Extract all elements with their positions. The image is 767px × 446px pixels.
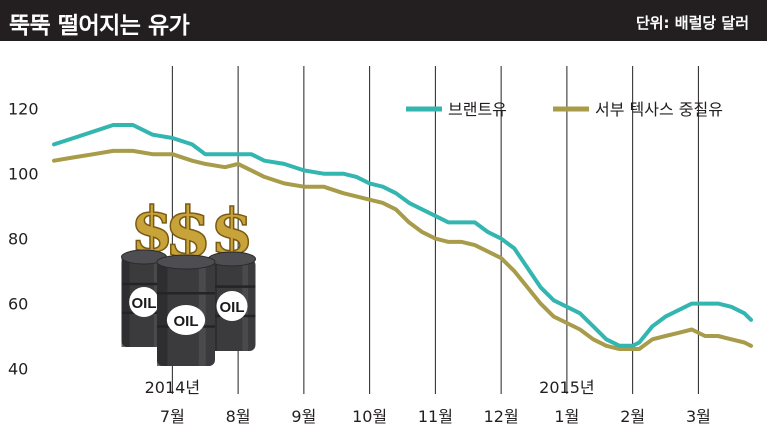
x-tick-year-label: 2015년 bbox=[539, 378, 594, 397]
oil-barrel: OIL bbox=[208, 251, 256, 351]
x-tick-label: 2월 bbox=[620, 407, 645, 426]
oil-label-oval bbox=[129, 287, 159, 317]
x-tick-year-label: 2014년 bbox=[145, 378, 200, 397]
grid-lines bbox=[171, 66, 699, 394]
x-tick-label: 10월 bbox=[352, 407, 387, 426]
barrel-lid bbox=[156, 254, 216, 270]
barrel-shade bbox=[121, 257, 130, 347]
y-tick-label: 80 bbox=[8, 230, 28, 249]
series-line bbox=[52, 148, 753, 351]
oil-barrel: OIL bbox=[121, 249, 167, 347]
series-lines bbox=[52, 123, 753, 351]
barrel-lid bbox=[208, 251, 256, 267]
oil-label-oval bbox=[166, 305, 206, 335]
x-tick-label: 1월 bbox=[554, 407, 579, 426]
unit-label: 단위: 배럴당 달러 bbox=[635, 14, 749, 32]
x-tick-label: 7월 bbox=[160, 407, 185, 426]
oil-label-text: OIL bbox=[220, 299, 245, 316]
header-bar: 뚝뚝 떨어지는 유가 단위: 배럴당 달러 bbox=[0, 0, 767, 41]
series-line bbox=[52, 123, 753, 348]
x-tick-label: 9월 bbox=[291, 407, 316, 426]
y-tick-label: 60 bbox=[8, 295, 28, 314]
x-tick-label: 12월 bbox=[484, 407, 519, 426]
y-axis-ticks: 120 100 80 60 40 bbox=[8, 100, 39, 379]
oil-label-oval bbox=[216, 291, 248, 321]
oil-label-text: OIL bbox=[132, 295, 157, 312]
legend: 브랜트유 서부 텍사스 중질유 bbox=[406, 100, 723, 119]
x-axis-ticks: 2014년 7월 8월 9월 10월 11월 12월 2015년 1월 2월 3월 bbox=[145, 378, 711, 426]
y-tick-label: 100 bbox=[8, 165, 39, 184]
legend-label: 서부 텍사스 중질유 bbox=[595, 100, 723, 119]
x-tick-label: 11월 bbox=[418, 407, 453, 426]
oil-barrel: OIL bbox=[156, 254, 216, 366]
x-tick-label: 3월 bbox=[686, 407, 711, 426]
barrel-shade bbox=[157, 262, 168, 366]
legend-label: 브랜트유 bbox=[448, 100, 507, 119]
chart-title: 뚝뚝 떨어지는 유가 bbox=[9, 13, 190, 39]
y-tick-label: 120 bbox=[8, 100, 39, 119]
y-tick-label: 40 bbox=[8, 360, 28, 379]
oil-label-text: OIL bbox=[174, 313, 199, 330]
x-tick-label: 8월 bbox=[226, 407, 251, 426]
